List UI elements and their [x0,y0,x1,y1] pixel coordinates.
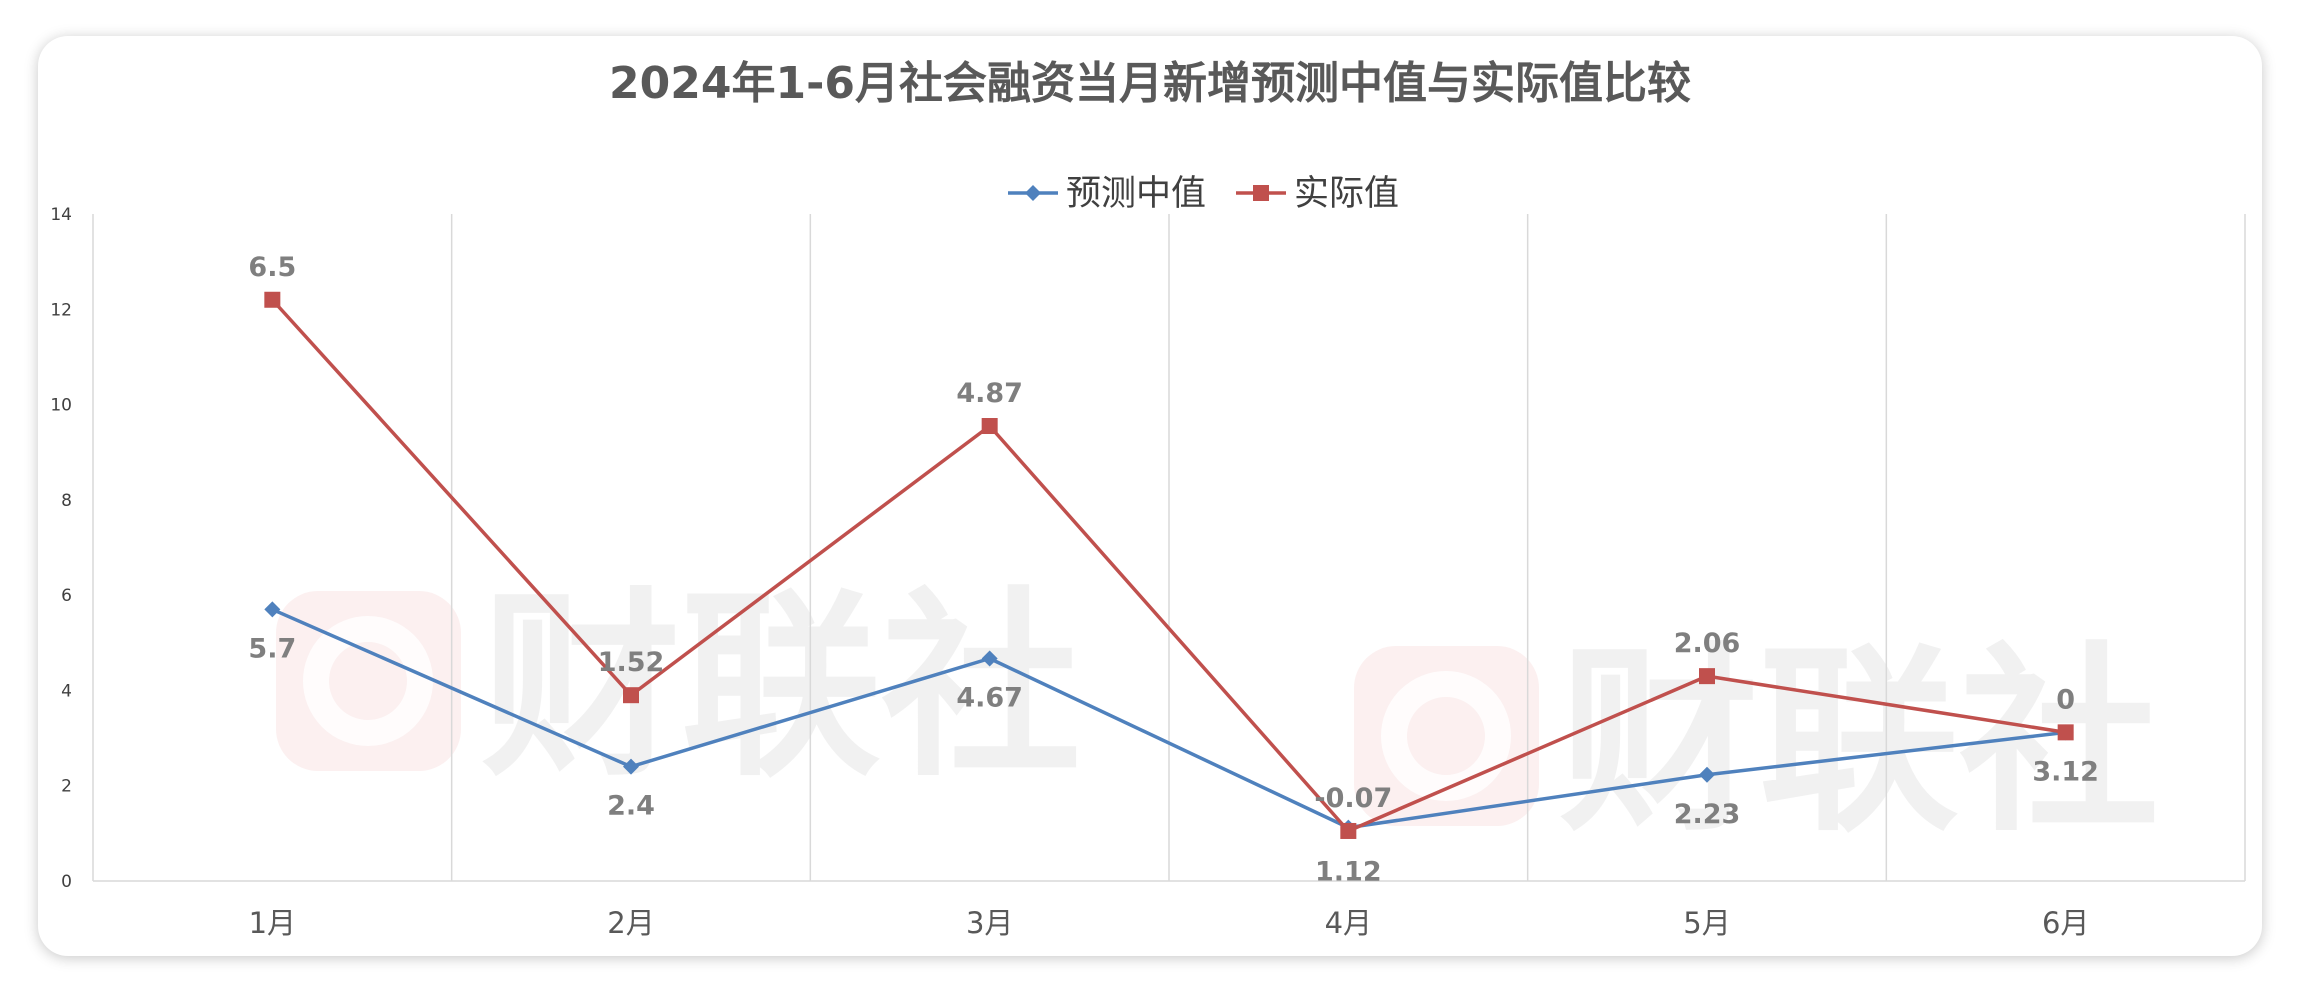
data-label: 6.5 [248,252,296,283]
watermark-1: 财联社 [276,571,1081,804]
series-line-1 [271,607,2066,830]
gridlines [92,214,2246,882]
x-tick-label: 3月 [966,906,1013,940]
x-tick-label: 1月 [249,906,296,940]
data-point-square [1253,185,1269,201]
chart-card: 财联社 财联社 2024年1-6月社会融资当月新增预测中值与实际值比较 预测中值 实… [38,36,2262,956]
legend-label: 预测中值 [1066,174,1206,214]
data-label: 1.12 [1315,857,1382,888]
data-label: -0.07 [1314,783,1392,814]
data-point-diamond [1025,185,1041,201]
y-tick-label: 2 [61,777,72,797]
x-tick-label: 4月 [1325,906,1372,940]
y-tick-label: 4 [61,681,72,701]
y-tick-label: 0 [61,872,72,892]
x-axis: 1月 2月 3月 4月 5月 6月 [249,906,2090,940]
chart-title: 2024年1-6月社会融资当月新增预测中值与实际值比较 [609,58,1691,109]
data-point-diamond [264,601,281,618]
data-label: 0 [2056,684,2075,715]
data-label: 4.67 [956,683,1023,714]
y-tick-label: 8 [61,491,72,511]
x-tick-label: 2月 [607,906,654,940]
watermark-2: 财联社 [1354,626,2159,859]
data-point-square [1699,668,1715,685]
data-point-square [981,418,998,435]
legend-item-2: 实际值 [1236,174,1399,214]
data-label: 1.52 [598,647,665,678]
legend-label: 实际值 [1294,174,1399,214]
data-point-diamond [1699,766,1715,783]
cls-logo-ring-icon [303,616,433,746]
data-point-square [623,687,639,704]
y-tick-label: 12 [50,300,72,320]
legend: 预测中值 实际值 [1008,174,1399,214]
data-label: 5.7 [248,633,296,664]
x-tick-label: 5月 [1683,906,1730,940]
watermark-text: 财联社 [1559,626,2159,859]
series-layer [264,291,2074,839]
data-label: 4.87 [956,378,1023,409]
watermark-layer: 财联社 财联社 [276,571,2159,859]
chart-svg: 财联社 财联社 2024年1-6月社会融资当月新增预测中值与实际值比较 预测中值 实… [50,58,2246,940]
data-point-diamond [623,758,639,775]
x-tick-label: 6月 [2042,906,2089,940]
data-point-square [1340,822,1357,839]
legend-item-1: 预测中值 [1008,174,1206,214]
watermark-text: 财联社 [481,571,1081,804]
y-axis: 0 2 4 6 8 10 12 14 [50,205,72,892]
data-label: 2.06 [1674,628,1741,659]
y-tick-label: 14 [50,205,72,225]
data-point-square [264,291,281,308]
y-tick-label: 6 [61,586,72,606]
data-labels: 5.7 2.4 4.67 1.12 2.23 3.12 6.5 1.52 4.87 -0.07 2.… [248,252,2099,888]
data-label: 2.4 [607,791,655,822]
data-point-square [2057,724,2074,741]
data-label: 2.23 [1674,799,1741,830]
data-point-diamond [981,650,998,667]
y-tick-label: 10 [50,396,72,416]
data-label: 3.12 [2032,756,2099,787]
series-line-2 [271,298,2066,833]
